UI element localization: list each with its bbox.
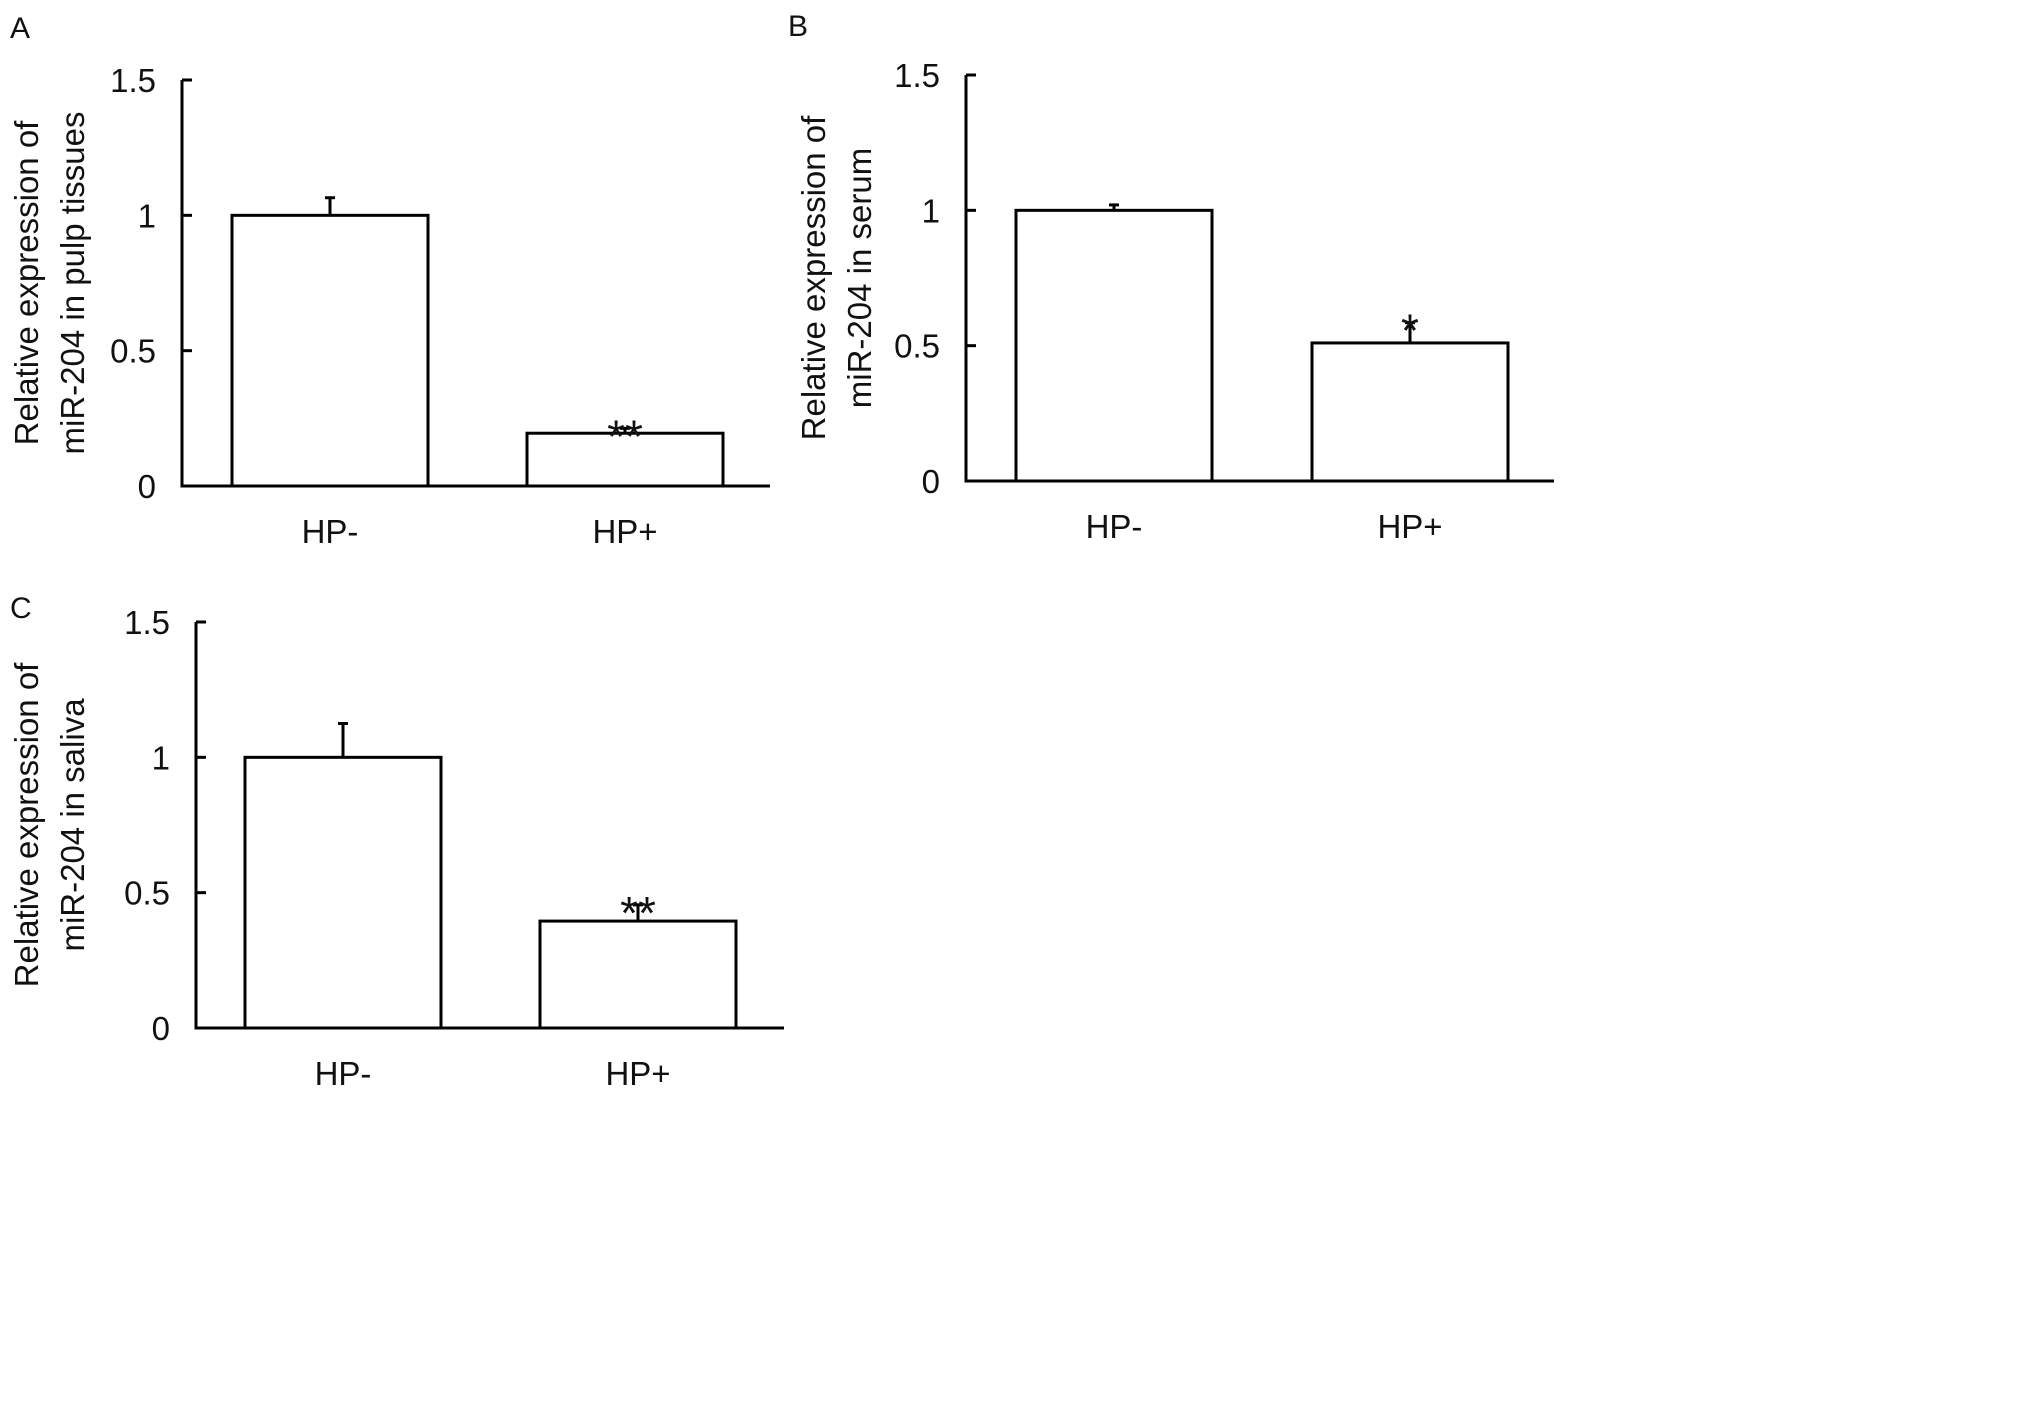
y-tick-label-b: 0.5 xyxy=(894,328,940,365)
significance-marker-a: ** xyxy=(607,410,643,462)
y-tick-label-a: 0 xyxy=(138,468,156,505)
y-axis-title-c-line-1: Relative expression of xyxy=(8,662,45,987)
y-tick-label-a: 0.5 xyxy=(110,333,156,370)
panel-letter-c: C xyxy=(10,592,32,625)
x-tick-label-a-hp-minus: HP- xyxy=(302,513,359,550)
panel-letter-a: A xyxy=(10,12,30,45)
bar-b-hp-plus xyxy=(1310,341,1510,483)
y-tick-label-c: 0.5 xyxy=(124,875,170,912)
y-axis-title-b-line-1: Relative expression of xyxy=(795,115,832,440)
y-tick-label-b: 1 xyxy=(922,192,940,229)
y-axis-title-a-line-1: Relative expression of xyxy=(8,120,45,445)
significance-marker-c: ** xyxy=(620,887,656,939)
panel-b-chart: HP- * HP+ 0 0.5 1 1.5 Relative expression of miR… xyxy=(795,57,1554,545)
y-axis-title-b-line-2: miR-204 in serum xyxy=(841,148,878,408)
y-tick-label-c: 1.5 xyxy=(124,604,170,641)
x-tick-label-a-hp-plus: HP+ xyxy=(592,513,657,550)
y-tick-label-c: 0 xyxy=(152,1010,170,1047)
y-tick-label-a: 1 xyxy=(138,197,156,234)
y-axis-title-a-line-2: miR-204 in pulp tissues xyxy=(54,112,91,455)
y-tick-label-c: 1 xyxy=(152,739,170,776)
x-tick-label-b-hp-minus: HP- xyxy=(1086,508,1143,545)
y-axis-title-c-line-2: miR-204 in saliva xyxy=(54,698,91,952)
panel-a-chart: HP- ** HP+ 0 0.5 1 1.5 Relative expression of mi… xyxy=(8,62,770,550)
y-tick-label-a: 1.5 xyxy=(110,62,156,99)
panel-letter-b: B xyxy=(788,10,808,43)
y-tick-label-b: 1.5 xyxy=(894,57,940,94)
x-tick-label-c-hp-plus: HP+ xyxy=(605,1055,670,1092)
bar-a-hp-plus xyxy=(525,431,725,488)
significance-marker-b: * xyxy=(1401,305,1419,357)
bar-b-hp-minus xyxy=(1014,208,1214,483)
figure-canvas: A B C HP- ** HP+ 0 0.5 1 1.5 Relative expressio… xyxy=(8,10,1554,1092)
x-tick-label-b-hp-plus: HP+ xyxy=(1377,508,1442,545)
x-tick-label-c-hp-minus: HP- xyxy=(315,1055,372,1092)
bar-c-hp-minus xyxy=(243,755,443,1030)
bar-a-hp-minus xyxy=(230,213,430,488)
panel-c-chart: HP- ** HP+ 0 0.5 1 1.5 Relative expression of mi… xyxy=(8,604,784,1092)
y-tick-label-b: 0 xyxy=(922,463,940,500)
